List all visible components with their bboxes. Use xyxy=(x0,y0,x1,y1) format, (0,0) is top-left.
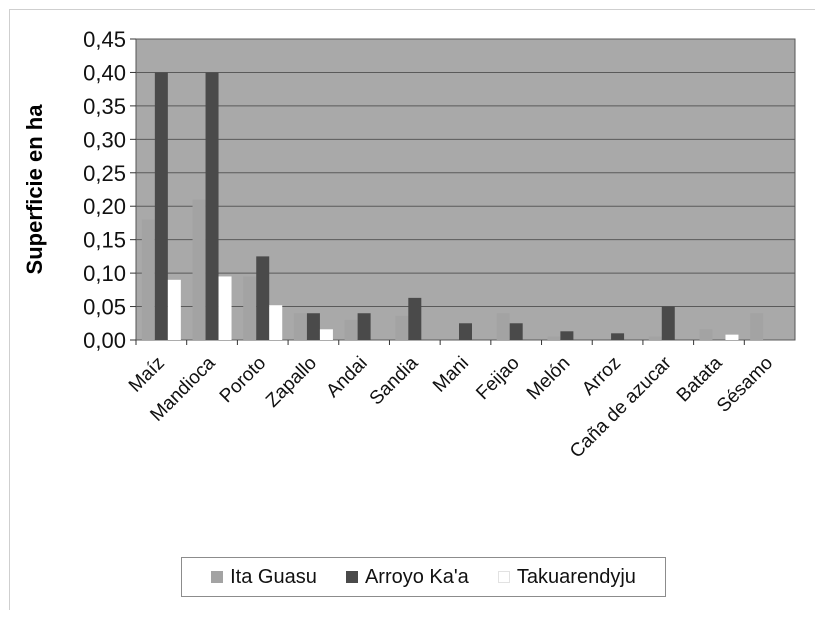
legend: Ita Guasu Arroyo Ka'a Takuarendyju xyxy=(181,557,666,597)
y-tick-label: 0,25 xyxy=(83,161,126,186)
y-tick-labels: 0,00 0,05 0,10 0,15 0,20 0,25 0,30 0,35 0,40 0,45 xyxy=(83,27,126,353)
legend-label: Arroyo Ka'a xyxy=(365,566,469,589)
y-tick-label: 0,45 xyxy=(83,27,126,52)
legend-label: Ita Guasu xyxy=(230,566,317,589)
legend-item: Takuarendyju xyxy=(498,566,636,589)
bar-arroyo-ka-a xyxy=(256,256,269,340)
bar-ita-guasu xyxy=(395,316,408,340)
bar-ita-guasu xyxy=(294,313,307,340)
category-label: Arroz xyxy=(578,353,625,400)
bar-ita-guasu xyxy=(497,313,510,340)
bar-takuarendyju xyxy=(269,305,282,340)
y-tick-label: 0,15 xyxy=(83,228,126,253)
bar-ita-guasu xyxy=(193,200,206,340)
category-label: Maíz xyxy=(125,353,169,397)
y-tick-label: 0,30 xyxy=(83,127,126,152)
bar-arroyo-ka-a xyxy=(560,331,573,340)
y-tick-label: 0,20 xyxy=(83,194,126,219)
category-label: Feijao xyxy=(472,353,523,404)
bar-ita-guasu xyxy=(243,276,256,340)
bar-ita-guasu xyxy=(142,220,155,340)
category-label: Melón xyxy=(523,353,574,404)
legend-item: Arroyo Ka'a xyxy=(346,566,469,589)
bar-arroyo-ka-a xyxy=(307,313,320,340)
legend-label: Takuarendyju xyxy=(517,566,636,589)
legend-swatch xyxy=(346,571,358,583)
bar-arroyo-ka-a xyxy=(408,298,421,340)
legend-item: Ita Guasu xyxy=(211,566,317,589)
bar-takuarendyju xyxy=(320,329,333,340)
y-tick-label: 0,10 xyxy=(83,261,126,286)
category-label: Poroto xyxy=(216,353,270,407)
bar-arroyo-ka-a xyxy=(155,72,168,340)
category-label: Mani xyxy=(429,353,473,397)
bar-ita-guasu xyxy=(750,313,763,340)
bar-takuarendyju xyxy=(219,276,232,340)
bar-takuarendyju xyxy=(725,335,738,340)
plot-area xyxy=(136,39,795,340)
category-label: Sésamo xyxy=(713,353,777,417)
y-tick-label: 0,00 xyxy=(83,328,126,353)
bar-arroyo-ka-a xyxy=(662,307,675,340)
y-tick-label: 0,40 xyxy=(83,60,126,85)
bar-ita-guasu xyxy=(547,337,560,340)
category-label: Zapallo xyxy=(262,353,321,412)
bar-arroyo-ka-a xyxy=(459,323,472,340)
y-tick-label: 0,35 xyxy=(83,94,126,119)
bar-arroyo-ka-a xyxy=(510,323,523,340)
bar-takuarendyju xyxy=(168,280,181,340)
bar-arroyo-ka-a xyxy=(206,72,219,340)
legend-swatch xyxy=(498,571,510,583)
y-tick-label: 0,05 xyxy=(83,295,126,320)
y-axis-label: Superficie en ha xyxy=(22,104,47,275)
bar-ita-guasu xyxy=(699,329,712,340)
bar-arroyo-ka-a xyxy=(611,333,624,340)
category-label: Sandia xyxy=(366,352,423,409)
bar-ita-guasu xyxy=(345,320,358,340)
bar-ita-guasu xyxy=(649,337,662,340)
legend-swatch xyxy=(211,571,223,583)
bar-arroyo-ka-a xyxy=(358,313,371,340)
